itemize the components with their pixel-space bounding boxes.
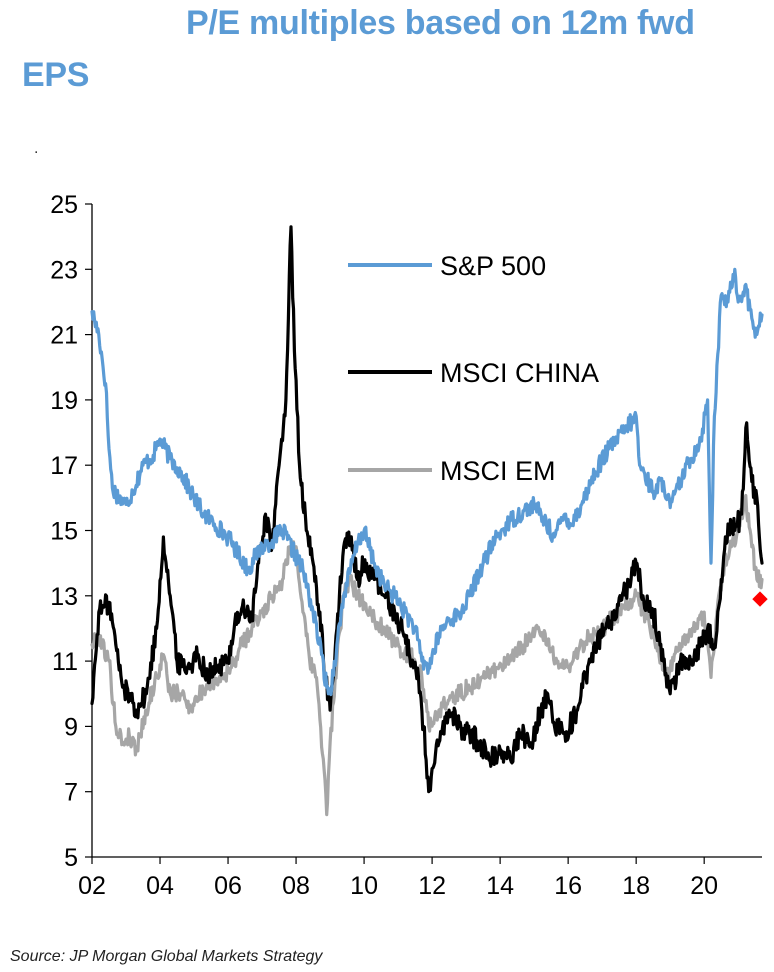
chart-axes: 5 7 9 11 13 15 17 19 21 23 25 02 04 06 08 10 12 14 16 18 20: [50, 191, 762, 900]
y-tick-label: 7: [64, 779, 78, 807]
x-tick-label: 08: [282, 872, 310, 900]
series-line-s-p-500: [90, 267, 764, 697]
y-tick-label: 11: [52, 648, 78, 676]
legend-label: S&P 500: [440, 251, 546, 281]
y-tick-label: 17: [50, 452, 78, 480]
x-tick-label: 06: [214, 872, 242, 900]
stray-mark: .: [34, 140, 39, 157]
legend-label: MSCI EM: [440, 456, 556, 486]
chart-title-line1: P/E multiples based on 12m fwd: [186, 4, 695, 42]
y-tick-label: 21: [50, 322, 78, 350]
series-line-msci-china: [90, 225, 764, 794]
x-tick-label: 02: [78, 872, 106, 900]
y-tick-label: 23: [50, 256, 78, 284]
chart-legend: S&P 500 MSCI CHINA MSCI EM: [348, 251, 599, 486]
y-tick-label: 19: [50, 387, 78, 415]
chart-annotations: [752, 591, 768, 607]
x-tick-label: 04: [146, 872, 174, 900]
x-tick-label: 12: [418, 872, 446, 900]
latest-value-marker: [752, 591, 768, 607]
chart-title-line2: EPS: [22, 56, 90, 94]
x-tick-label: 14: [486, 872, 514, 900]
y-tick-label: 15: [50, 518, 78, 546]
y-tick-label: 9: [64, 713, 78, 741]
y-tick-label: 25: [50, 191, 78, 219]
series-line-msci-em: [90, 493, 764, 817]
x-tick-label: 20: [690, 872, 718, 900]
y-tick-label: 5: [64, 844, 78, 872]
source-note: Source: JP Morgan Global Markets Strateg…: [10, 948, 323, 965]
x-tick-label: 10: [350, 872, 378, 900]
chart-series: [90, 225, 764, 817]
legend-label: MSCI CHINA: [440, 358, 599, 388]
x-tick-label: 16: [554, 872, 582, 900]
y-tick-label: 13: [50, 583, 78, 611]
x-tick-label: 18: [622, 872, 650, 900]
